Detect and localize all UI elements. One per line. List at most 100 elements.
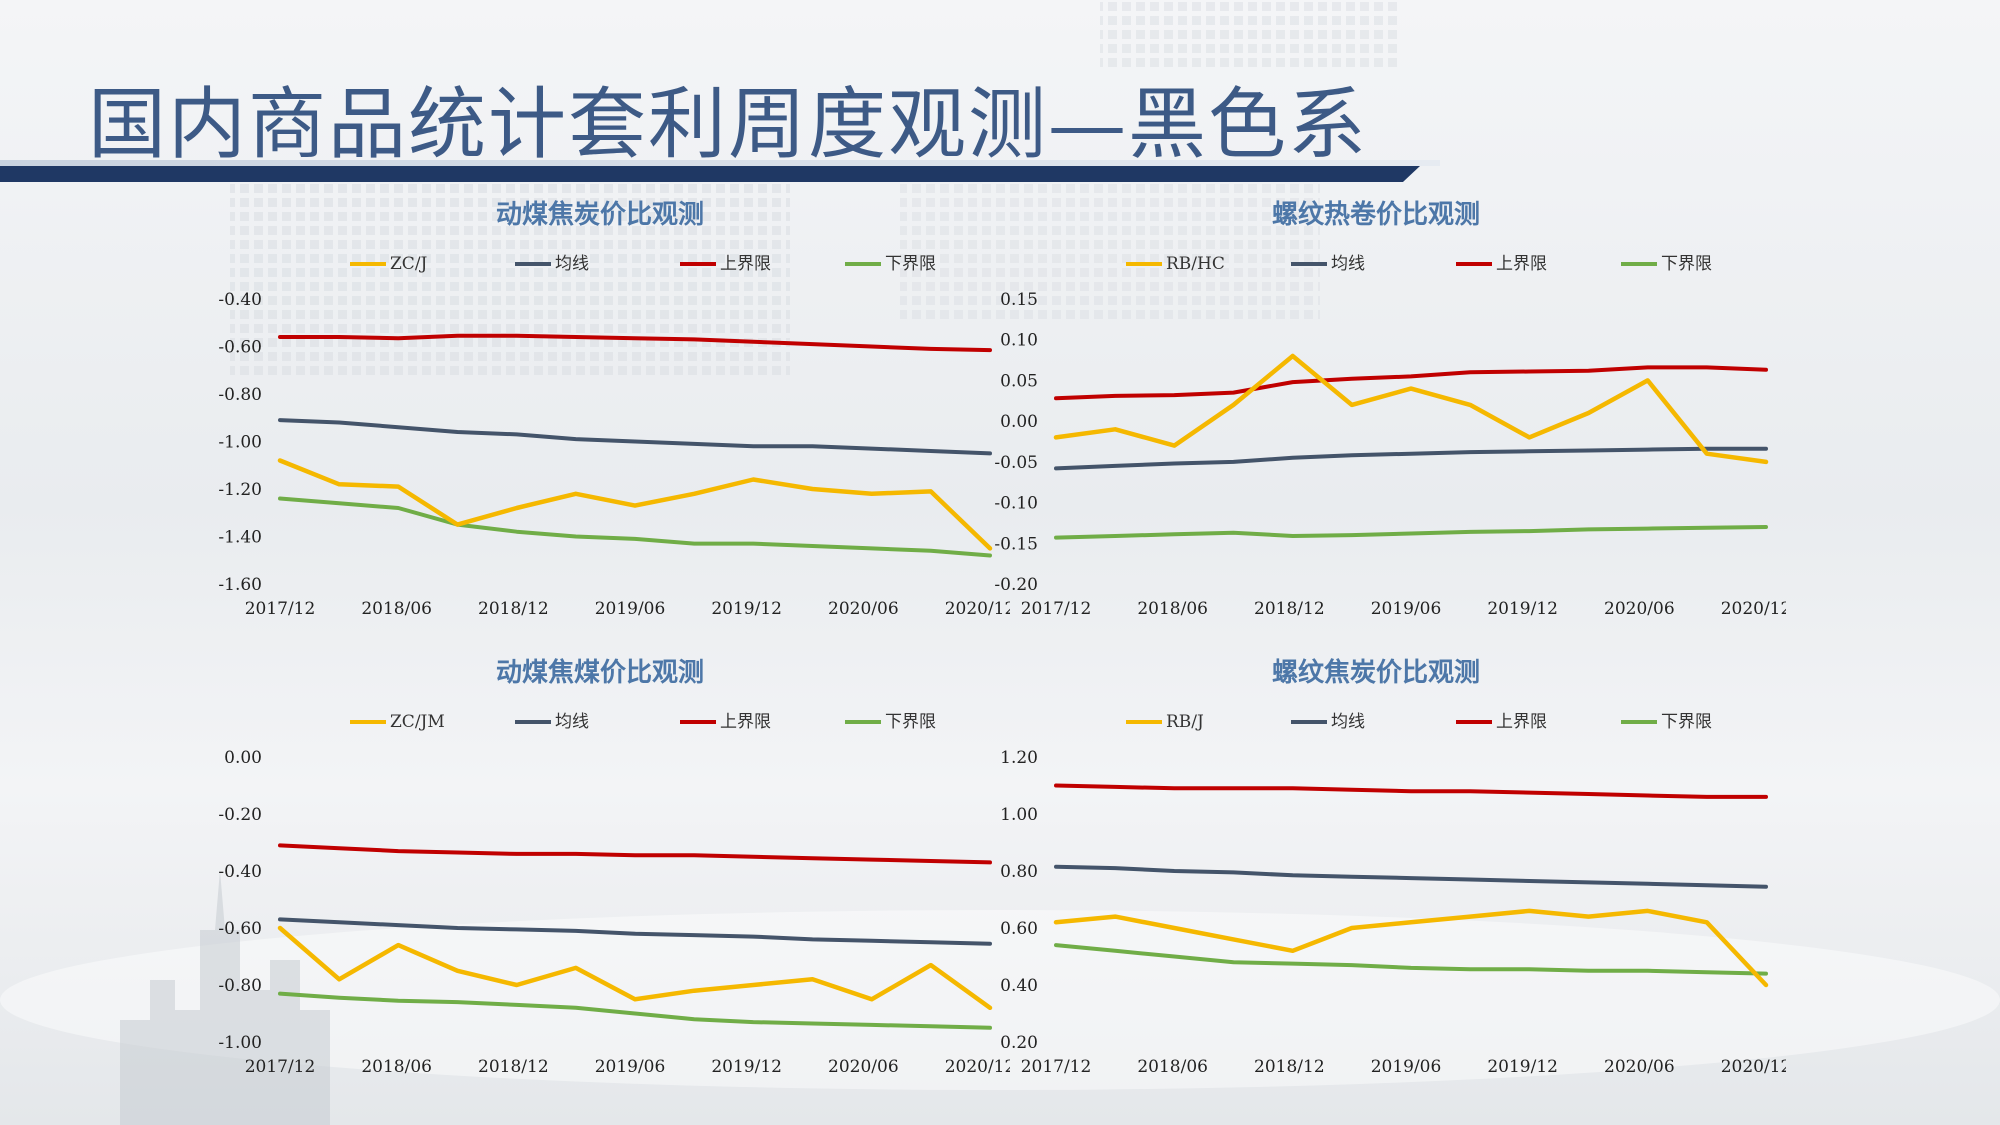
y-tick-label: -1.40 — [218, 528, 262, 548]
y-tick-label: -0.60 — [218, 338, 262, 358]
x-tick-label: 2018/12 — [1254, 599, 1325, 619]
x-tick-label: 2019/06 — [1371, 1057, 1442, 1077]
x-tick-label: 2018/06 — [1137, 1057, 1208, 1077]
y-tick-label: 0.20 — [1000, 1033, 1038, 1053]
legend-label: 下界限 — [885, 254, 936, 274]
x-tick-label: 2019/06 — [595, 1057, 666, 1077]
y-tick-label: 1.00 — [1000, 805, 1038, 825]
y-tick-label: -1.60 — [218, 575, 262, 595]
chart-title: 动煤焦煤价比观测 — [495, 658, 704, 688]
y-tick-label: -0.15 — [994, 534, 1038, 554]
legend-item--: 均线 — [1291, 712, 1365, 732]
legend-label: ZC/J — [390, 254, 428, 274]
x-tick-label: 2019/12 — [711, 1057, 782, 1077]
y-tick-label: 0.00 — [224, 748, 262, 768]
y-tick-label: -0.20 — [218, 805, 262, 825]
header-divider-light — [0, 160, 1440, 166]
y-tick-label: 0.40 — [1000, 976, 1038, 996]
chart-panel-zc-j: 动煤焦炭价比观测 ZC/J 均线 上界限 下界限 -0.40 -0.60 -0.80 -1.0… — [190, 194, 1010, 634]
x-tick-label: 2020/06 — [1604, 1057, 1675, 1077]
series-line-- — [1054, 525, 1768, 540]
legend-label: 均线 — [1331, 254, 1365, 274]
x-tick-label: 2019/12 — [1487, 599, 1558, 619]
legend-item--: 均线 — [1291, 254, 1365, 274]
legend-item--: 均线 — [515, 712, 589, 732]
chart-rb-hc: RB/HC 均线 上界限 下界限 0.15 0.10 0.05 0.00 -0.05 -0.10 -… — [994, 254, 1786, 619]
legend-label: 下界限 — [885, 712, 936, 732]
y-tick-label: -0.10 — [994, 494, 1038, 514]
legend-label: 下界限 — [1661, 712, 1712, 732]
legend-item--: 下界限 — [845, 254, 936, 274]
x-tick-label: 2020/12 — [1721, 599, 1786, 619]
y-tick-label: -0.80 — [218, 385, 262, 405]
x-tick-label: 2018/12 — [1254, 1057, 1325, 1077]
y-tick-label: 1.20 — [1000, 748, 1038, 768]
x-tick-label: 2018/06 — [361, 599, 432, 619]
y-tick-label: -1.00 — [218, 433, 262, 453]
y-tick-label: 0.80 — [1000, 862, 1038, 882]
legend-item--: 上界限 — [680, 254, 771, 274]
x-tick-label: 2020/12 — [1721, 1057, 1786, 1077]
legend-label: 均线 — [1331, 712, 1365, 732]
y-tick-label: -1.20 — [218, 480, 262, 500]
y-tick-label: 0.00 — [1000, 412, 1038, 432]
x-tick-label: 2019/12 — [1487, 1057, 1558, 1077]
y-tick-label: 0.10 — [1000, 331, 1038, 351]
legend-label: 上界限 — [720, 254, 771, 274]
series-line-rb-hc — [1053, 353, 1769, 465]
y-tick-label: 0.15 — [1000, 290, 1038, 310]
chart-panel-rb-j: 螺纹焦炭价比观测 RB/J 均线 上界限 下界限 1.20 1.00 0.80 0.60 0.4… — [966, 652, 1786, 1092]
series-line-- — [278, 418, 992, 456]
series-line-- — [1054, 446, 1768, 471]
legend-item--: 下界限 — [845, 712, 936, 732]
legend-item--: 上界限 — [1456, 712, 1547, 732]
series-line-- — [1054, 864, 1768, 889]
legend-item--: 下界限 — [1621, 712, 1712, 732]
y-tick-label: -0.40 — [218, 290, 262, 310]
chart-panel-rb-hc: 螺纹热卷价比观测 RB/HC 均线 上界限 下界限 0.15 0.10 0.05 0.00 -0… — [966, 194, 1786, 634]
x-tick-label: 2020/06 — [1604, 599, 1675, 619]
x-tick-label: 2018/12 — [478, 1057, 549, 1077]
x-tick-label: 2019/06 — [1371, 599, 1442, 619]
y-tick-label: 0.05 — [1000, 371, 1038, 391]
legend-label: 均线 — [555, 712, 589, 732]
legend-item--: 上界限 — [1456, 254, 1547, 274]
x-tick-label: 2017/12 — [245, 1057, 316, 1077]
legend-item-rb-hc: RB/HC — [1126, 254, 1225, 274]
legend-item--: 下界限 — [1621, 254, 1712, 274]
x-tick-label: 2020/06 — [828, 1057, 899, 1077]
chart-zc-jm: ZC/JM 均线 上界限 下界限 0.00 -0.20 -0.40 -0.60 -0.80 -1.… — [218, 712, 1010, 1077]
legend-item-zc-j: ZC/J — [350, 254, 428, 274]
legend-item--: 上界限 — [680, 712, 771, 732]
legend-label: 下界限 — [1661, 254, 1712, 274]
chart-rb-j: RB/J 均线 上界限 下界限 1.20 1.00 0.80 0.60 0.40 0.20 2017… — [1000, 712, 1786, 1077]
chart-title: 螺纹焦炭价比观测 — [1271, 658, 1480, 688]
legend-item-zc-jm: ZC/JM — [350, 712, 445, 732]
x-tick-label: 2017/12 — [1021, 599, 1092, 619]
x-tick-label: 2019/12 — [711, 599, 782, 619]
x-tick-label: 2020/06 — [828, 599, 899, 619]
chart-panel-zc-jm: 动煤焦煤价比观测 ZC/JM 均线 上界限 下界限 0.00 -0.20 -0.40 -0.6… — [190, 652, 1010, 1092]
header-divider — [0, 166, 1420, 182]
chart-zc-j: ZC/J 均线 上界限 下界限 -0.40 -0.60 -0.80 -1.00 -1.20 -1.… — [218, 254, 1010, 619]
y-tick-label: 0.60 — [1000, 919, 1038, 939]
x-tick-label: 2018/06 — [1137, 599, 1208, 619]
series-line-zc-j — [277, 458, 993, 551]
x-tick-label: 2018/12 — [478, 599, 549, 619]
legend-label: RB/J — [1166, 712, 1204, 732]
x-tick-label: 2020/12 — [945, 599, 1010, 619]
legend-item-rb-j: RB/J — [1126, 712, 1204, 732]
x-tick-label: 2017/12 — [245, 599, 316, 619]
legend-label: 上界限 — [1496, 712, 1547, 732]
legend-item--: 均线 — [515, 254, 589, 274]
series-line-- — [278, 843, 992, 865]
y-tick-label: -0.60 — [218, 919, 262, 939]
page-header: 国内商品统计套利周度观测—黑色系 — [0, 0, 2000, 185]
legend-label: 上界限 — [720, 712, 771, 732]
x-tick-label: 2017/12 — [1021, 1057, 1092, 1077]
series-line-rb-j — [1053, 908, 1769, 988]
page-title: 国内商品统计套利周度观测—黑色系 — [88, 80, 1369, 170]
y-tick-label: -0.05 — [994, 453, 1038, 473]
x-tick-label: 2020/12 — [945, 1057, 1010, 1077]
chart-title: 动煤焦炭价比观测 — [495, 200, 704, 230]
